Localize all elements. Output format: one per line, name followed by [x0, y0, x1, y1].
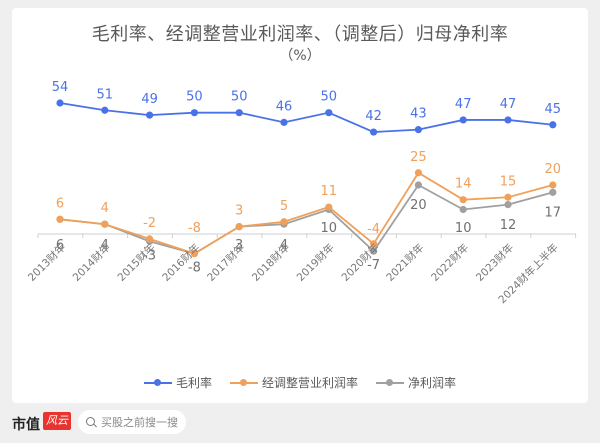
data-label: 50	[231, 90, 248, 105]
x-tick-label: 2023财年	[473, 241, 516, 284]
data-label: -8	[188, 221, 201, 236]
data-label: 20	[545, 162, 562, 177]
data-point	[325, 203, 333, 211]
data-label: 50	[321, 90, 338, 105]
brand-logo-text: 市值	[12, 417, 40, 433]
data-point	[101, 106, 109, 114]
data-point	[504, 116, 512, 124]
data-point	[459, 196, 467, 204]
brand-logo-badge: 风云	[43, 412, 71, 430]
data-point	[414, 126, 422, 134]
data-label: 54	[52, 80, 69, 95]
search-box[interactable]: 买股之前搜一搜	[78, 410, 186, 434]
data-point	[459, 205, 467, 214]
data-label: 17	[545, 205, 562, 220]
data-point	[101, 220, 109, 228]
legend-item-gross-margin[interactable]: 毛利率	[143, 374, 212, 391]
data-label: -2	[143, 216, 156, 231]
data-point	[549, 181, 557, 189]
x-tick-label: 2019财年	[294, 241, 337, 284]
data-label: 15	[500, 174, 517, 189]
data-point	[549, 188, 557, 196]
x-tick-label: 2022财年	[428, 241, 471, 284]
legend-label: 净利润率	[408, 376, 457, 390]
data-point	[370, 128, 378, 136]
data-point	[549, 121, 557, 129]
data-label: -4	[367, 222, 380, 237]
x-tick-label: 2013财年	[25, 241, 68, 284]
x-tick-label: 2017财年	[204, 241, 247, 284]
data-label: -8	[188, 261, 201, 276]
series-line-0	[59, 102, 553, 133]
chart-subtitle: （%）	[279, 48, 321, 64]
legend-item-net-margin[interactable]: 净利润率	[376, 374, 456, 391]
x-tick-label: 2021财年	[384, 241, 427, 284]
data-point	[56, 99, 64, 107]
data-label: 14	[455, 177, 472, 192]
data-label: 47	[455, 97, 472, 112]
search-placeholder: 买股之前搜一搜	[101, 416, 178, 429]
data-label: 20	[410, 198, 427, 213]
data-point	[325, 109, 333, 117]
data-point	[280, 218, 288, 226]
series-line-2	[59, 183, 554, 255]
legend-swatch-net-margin	[376, 379, 404, 387]
data-label: 50	[186, 90, 203, 105]
series-line-1	[59, 171, 554, 255]
data-label: 6	[56, 196, 64, 211]
data-label: 12	[500, 218, 517, 233]
data-label: 46	[276, 99, 293, 114]
data-label: 5	[280, 199, 288, 214]
data-label: 11	[321, 184, 338, 199]
legend-label: 经调整营业利润率	[261, 376, 358, 390]
data-label: 4	[101, 238, 109, 253]
data-label: 51	[97, 87, 114, 102]
footer-bar: 市值 风云 买股之前搜一搜	[0, 403, 600, 443]
data-label: 6	[56, 238, 64, 253]
data-label: 49	[141, 92, 158, 107]
data-label: 47	[500, 97, 517, 112]
data-label: -3	[143, 248, 156, 263]
chart-title: 毛利率、经调整营业利润率、（调整后）归母净利率	[91, 24, 509, 45]
data-point	[190, 109, 198, 117]
data-point	[56, 215, 64, 223]
data-point	[146, 235, 154, 243]
data-label: 10	[455, 221, 472, 236]
data-label: 4	[280, 238, 288, 253]
data-point	[504, 193, 512, 201]
data-point	[414, 181, 422, 189]
legend-swatch-adjusted-operating-margin	[229, 379, 258, 387]
data-point	[414, 169, 422, 177]
data-label: -7	[367, 258, 380, 273]
chart-legend: 毛利率 经调整营业利润率 净利润率	[0, 374, 600, 391]
data-label: 3	[235, 238, 243, 253]
data-label: 10	[321, 221, 338, 236]
data-point	[146, 111, 154, 119]
data-point	[235, 109, 243, 117]
data-label: 4	[101, 201, 109, 216]
data-point	[280, 118, 288, 126]
data-point	[459, 116, 467, 124]
data-label: 3	[235, 204, 243, 219]
legend-item-adjusted-operating-margin[interactable]: 经调整营业利润率	[229, 374, 358, 391]
search-icon	[86, 417, 97, 428]
x-tick-label: 2014财年	[70, 241, 113, 284]
data-label: 42	[365, 109, 382, 124]
data-label: 25	[410, 150, 427, 165]
legend-label: 毛利率	[175, 376, 212, 390]
data-label: 45	[545, 102, 562, 117]
data-point	[504, 201, 512, 209]
data-point	[370, 240, 378, 248]
data-point	[235, 223, 243, 231]
data-label: 43	[410, 107, 427, 122]
data-point	[190, 250, 198, 258]
data-point	[370, 247, 378, 255]
x-tick-label: 2018财年	[249, 241, 292, 284]
legend-swatch-gross-margin	[143, 379, 172, 387]
